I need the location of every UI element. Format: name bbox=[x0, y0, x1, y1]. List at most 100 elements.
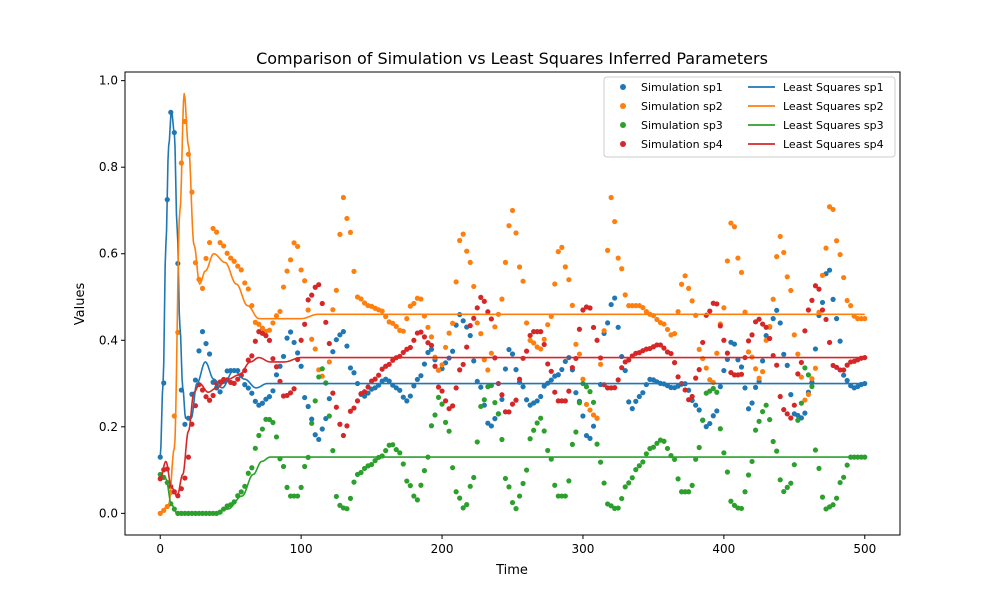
scatter-point bbox=[273, 364, 280, 370]
scatter-point bbox=[541, 383, 547, 389]
scatter-point bbox=[569, 441, 575, 447]
line-series-sp2 bbox=[160, 92, 865, 515]
scatter-point bbox=[428, 423, 435, 429]
scatter-point bbox=[235, 263, 241, 269]
scatter-point bbox=[805, 307, 812, 313]
scatter-point bbox=[555, 372, 561, 378]
scatter-point bbox=[439, 388, 445, 394]
scatter-point bbox=[502, 475, 509, 482]
scatter-point bbox=[830, 502, 836, 508]
legend-label-sim-sp3: Simulation sp3 bbox=[641, 119, 723, 132]
scatter-point bbox=[228, 255, 234, 261]
scatter-point bbox=[693, 456, 699, 462]
scatter-point bbox=[513, 506, 519, 512]
legend-label-sim-sp2: Simulation sp2 bbox=[641, 100, 723, 113]
scatter-point bbox=[407, 483, 413, 489]
scatter-point bbox=[464, 248, 470, 254]
scatter-point bbox=[277, 308, 283, 315]
scatter-point bbox=[612, 385, 618, 391]
scatter-point bbox=[721, 337, 727, 343]
scatter-point bbox=[474, 378, 480, 385]
x-tick-label: 300 bbox=[572, 542, 595, 556]
scatter-point bbox=[411, 383, 417, 389]
legend-label-ls-sp2: Least Squares sp2 bbox=[783, 100, 884, 113]
scatter-point bbox=[805, 391, 812, 397]
scatter-point bbox=[379, 366, 385, 372]
scatter-point bbox=[841, 274, 847, 281]
scatter-point bbox=[728, 498, 734, 504]
scatter-point bbox=[619, 365, 625, 371]
scatter-point bbox=[291, 386, 297, 392]
scatter-point bbox=[767, 335, 773, 342]
scatter-point bbox=[675, 308, 681, 315]
x-axis-label: Time bbox=[495, 563, 528, 578]
scatter-point bbox=[823, 245, 829, 251]
scatter-point bbox=[249, 353, 255, 359]
legend-label-ls-sp3: Least Squares sp3 bbox=[783, 119, 884, 132]
scatter-point bbox=[830, 296, 836, 302]
scatter-point bbox=[590, 412, 597, 418]
x-tick-label: 400 bbox=[712, 542, 735, 556]
scatter-point bbox=[273, 372, 280, 378]
scatter-point bbox=[418, 329, 424, 335]
scatter-point bbox=[538, 346, 544, 352]
scatter-point bbox=[788, 415, 794, 421]
legend-marker-sim-sp1 bbox=[620, 84, 626, 90]
scatter-point bbox=[760, 321, 766, 327]
scatter-point bbox=[404, 478, 410, 484]
scatter-point bbox=[573, 429, 579, 435]
scatter-point bbox=[302, 394, 308, 401]
scatter-point bbox=[330, 349, 336, 355]
legend: Simulation sp1 Simulation sp2 Simulation s… bbox=[603, 76, 896, 158]
scatter-point bbox=[809, 297, 815, 303]
scatter-point bbox=[587, 435, 593, 441]
scatter-point bbox=[791, 332, 797, 338]
legend-marker-sim-sp2 bbox=[620, 103, 626, 109]
x-tick-label: 0 bbox=[156, 542, 164, 556]
scatter-point bbox=[196, 348, 202, 354]
scatter-point bbox=[305, 307, 311, 313]
scatter-point bbox=[414, 376, 420, 383]
scatter-point bbox=[798, 400, 804, 406]
scatter-point bbox=[506, 409, 512, 415]
scatter-point bbox=[523, 397, 530, 403]
scatter-point bbox=[682, 387, 688, 393]
scatter-point bbox=[738, 371, 745, 377]
scatter-point bbox=[400, 328, 406, 334]
scatter-point bbox=[238, 267, 244, 273]
scatter-point bbox=[309, 416, 315, 422]
scatter-point bbox=[238, 489, 244, 495]
scatter-point bbox=[640, 304, 646, 311]
scatter-point bbox=[330, 448, 336, 454]
scatter-point bbox=[418, 296, 424, 302]
y-tick-label: 0.2 bbox=[99, 420, 118, 434]
scatter-point bbox=[629, 406, 635, 412]
scatter-point bbox=[671, 360, 678, 366]
scatter-point bbox=[256, 432, 262, 439]
scatter-point bbox=[636, 393, 642, 400]
scatter-point bbox=[467, 259, 473, 265]
scatter-point bbox=[717, 323, 723, 329]
line-series-sp3 bbox=[160, 456, 865, 515]
scatter-point bbox=[446, 428, 452, 434]
scatter-point bbox=[287, 257, 294, 263]
scatter-point bbox=[566, 277, 572, 283]
scatter-point bbox=[756, 316, 762, 322]
scatter-point bbox=[714, 408, 720, 414]
legend-label-sim-sp1: Simulation sp1 bbox=[641, 81, 723, 94]
scatter-point bbox=[259, 325, 265, 331]
scatter-point bbox=[760, 409, 766, 415]
scatter-point bbox=[337, 332, 343, 338]
scatter-point bbox=[717, 384, 723, 390]
scatter-point bbox=[756, 375, 762, 381]
scatter-point bbox=[326, 396, 332, 402]
scatter-point bbox=[333, 404, 339, 410]
scatter-point bbox=[245, 470, 251, 476]
scatter-point bbox=[266, 394, 273, 400]
scatter-point bbox=[231, 258, 237, 264]
scatter-point bbox=[270, 388, 276, 394]
scatter-point bbox=[668, 350, 674, 357]
scatter-point bbox=[210, 392, 216, 399]
scatter-point bbox=[450, 348, 456, 354]
scatter-point bbox=[266, 327, 273, 333]
